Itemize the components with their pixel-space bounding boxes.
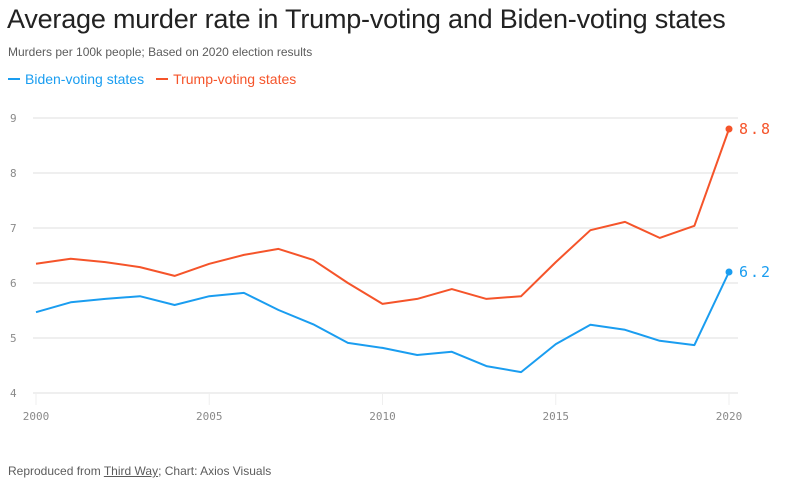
x-tick-label-2000: 2000 [23,410,50,423]
y-tick-label-7: 7 [10,222,17,235]
y-tick-label-6: 6 [10,277,17,290]
y-tick-label-5: 5 [10,332,17,345]
x-tick-label-2005: 2005 [196,410,223,423]
end-label-trumpvoting: 8.8 [739,120,772,138]
legend-label-trump: Trump-voting states [173,71,297,87]
grid [33,117,738,394]
chart-subtitle: Murders per 100k people; Based on 2020 e… [8,45,313,59]
legend-item-trump: Trump-voting states [156,71,296,87]
y-axis: 4 5 6 7 8 9 [10,112,17,400]
x-tick-label-2015: 2015 [543,410,570,423]
legend-swatch-biden [8,78,20,80]
x-axis: 2000 2005 2010 2015 2020 [23,393,743,423]
end-point-bidenvoting [725,268,733,276]
legend: Biden-voting states Trump-voting states [8,71,296,87]
footer-suffix: ; Chart: Axios Visuals [158,464,272,478]
y-tick-label-8: 8 [10,167,17,180]
footer-prefix: Reproduced from [8,464,104,478]
y-tick-label-4: 4 [10,387,17,400]
end-markers: 6.2 8.8 [725,120,772,281]
x-tick-label-2010: 2010 [369,410,396,423]
x-tick-label-2020: 2020 [716,410,743,423]
source-link[interactable]: Third Way [103,464,159,478]
end-point-trumpvoting [725,125,733,133]
chart-title: Average murder rate in Trump-voting and … [7,4,726,34]
end-label-bidenvoting: 6.2 [739,263,772,281]
y-tick-label-9: 9 [10,112,17,125]
series-line-bidenvoting [35,271,730,374]
series-line-trumpvoting [35,128,730,305]
series-lines [35,128,730,374]
source-footer: Reproduced from Third Way; Chart: Axios … [8,464,271,478]
legend-label-biden: Biden-voting states [25,71,145,87]
legend-item-biden: Biden-voting states [8,71,144,87]
legend-swatch-trump [156,78,169,80]
